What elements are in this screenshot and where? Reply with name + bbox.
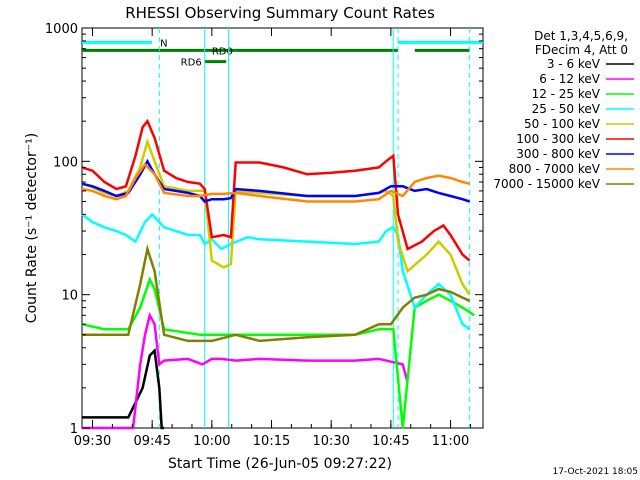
legend-entry-label: 50 - 100 keV <box>524 117 601 131</box>
x-tick-label: 10:30 <box>312 434 349 449</box>
y-tick-label: 1000 <box>45 22 78 37</box>
legend-entry-label: 100 - 300 keV <box>516 132 600 146</box>
state-bar-label: N <box>160 38 167 49</box>
x-tick-label: 09:30 <box>74 434 111 449</box>
vertical-markers <box>158 28 471 428</box>
series-line <box>81 162 470 203</box>
state-bar-label: RD6 <box>181 58 202 69</box>
chart-title: RHESSI Observing Summary Count Rates <box>125 4 435 22</box>
y-axis-label: Count Rate (s⁻¹ detector⁻¹) <box>24 133 40 323</box>
series-line <box>81 276 476 429</box>
y-tick-label: 1 <box>70 422 78 437</box>
x-tick-label: 11:00 <box>432 434 469 449</box>
footer-timestamp: 17-Oct-2021 18:05 <box>553 467 638 477</box>
y-tick-label: 100 <box>53 155 78 170</box>
x-tick-label: 10:00 <box>193 434 230 449</box>
legend: Det 1,3,4,5,6,9,FDecim 4, Att 03 - 6 keV… <box>493 29 634 191</box>
state-bar-label: RD0 <box>212 46 233 57</box>
x-axis-label: Start Time (26-Jun-05 09:27:22) <box>168 456 392 472</box>
axes: 1 10 100 1000 09:30 09:45 10:00 10:15 10:30 10:45… <box>45 22 483 449</box>
series-layer <box>81 118 476 430</box>
series-line <box>82 244 471 343</box>
legend-entry-label: 800 - 7000 keV <box>509 162 601 176</box>
x-tick-label: 09:45 <box>133 434 170 449</box>
y-tick-label: 10 <box>61 289 78 304</box>
legend-entry-label: 6 - 12 keV <box>539 72 601 86</box>
x-tick-label: 10:15 <box>253 434 290 449</box>
legend-entry-label: 7000 - 15000 keV <box>493 177 600 191</box>
plot-frame <box>81 27 484 429</box>
legend-header: Det 1,3,4,5,6,9, <box>534 29 628 43</box>
series-line <box>81 118 471 262</box>
series-line <box>82 348 165 430</box>
legend-header: FDecim 4, Att 0 <box>535 43 628 57</box>
legend-entry-label: 300 - 800 keV <box>516 147 600 161</box>
series-line <box>81 158 470 203</box>
state-bars: N RD0 RD6 <box>82 38 483 69</box>
legend-entry-label: 3 - 6 keV <box>547 57 601 71</box>
legend-entry-label: 12 - 25 keV <box>532 87 601 101</box>
series-line <box>82 311 409 430</box>
x-tick-label: 10:45 <box>372 434 409 449</box>
legend-entry-label: 25 - 50 keV <box>532 102 601 116</box>
series-line <box>81 212 471 331</box>
